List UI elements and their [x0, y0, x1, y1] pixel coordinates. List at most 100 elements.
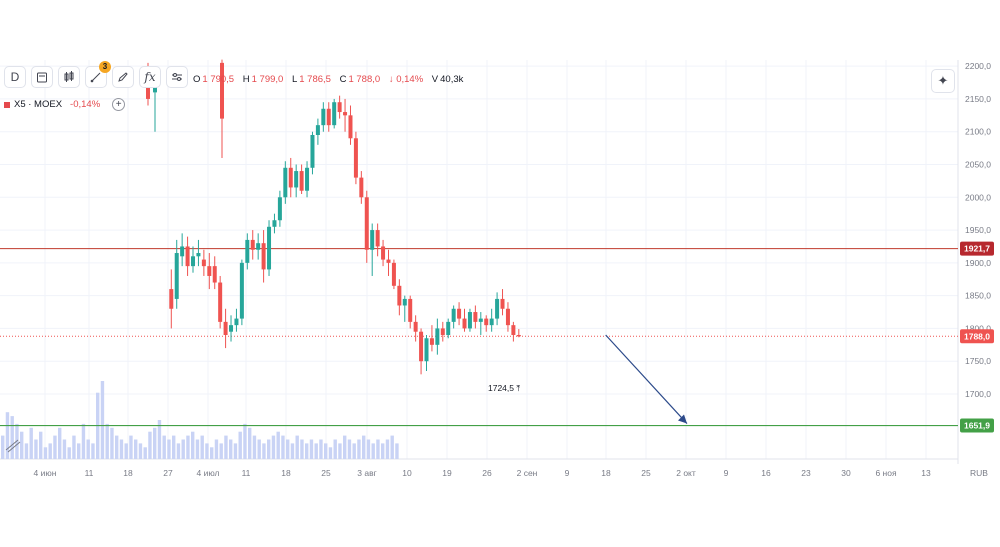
volume-bar: [262, 443, 266, 459]
candle-body: [364, 197, 369, 250]
candle-body: [256, 243, 261, 250]
x-tick-label: 2 окт: [676, 468, 696, 478]
x-tick-label: 27: [163, 468, 173, 478]
candle-body: [196, 253, 201, 257]
volume-bar: [385, 439, 390, 459]
x-tick-label: 9: [724, 468, 729, 478]
volume-bar: [390, 435, 394, 459]
symbol-legend[interactable]: X5 · MOEX -0,14% +: [4, 98, 126, 111]
volume-bar: [67, 447, 71, 459]
x-tick-label: 6 ноя: [875, 468, 897, 478]
volume-bar: [148, 431, 152, 459]
candle-body: [332, 102, 337, 126]
plus-icon: +: [115, 99, 122, 110]
settings-button[interactable]: [166, 66, 188, 88]
x-tick-label: 25: [321, 468, 331, 478]
indicators-button[interactable]: fx: [139, 66, 161, 88]
candle-body: [343, 112, 348, 116]
x-tick-label: 3 авг: [357, 468, 376, 478]
candle-body: [370, 230, 375, 250]
candle-body: [229, 325, 234, 332]
volume-bar: [186, 435, 190, 459]
volume-bar: [191, 431, 195, 459]
volume-bar: [39, 431, 43, 459]
x-tick-label: 4 июл: [197, 468, 220, 478]
volume-bar: [5, 412, 10, 459]
volume-bar: [395, 443, 399, 459]
symbol-name: X5 · MOEX: [14, 99, 63, 110]
candle-body: [505, 308, 510, 326]
x-tick-label: 13: [921, 468, 931, 478]
candle-body: [424, 338, 429, 362]
volume-bar: [381, 443, 385, 459]
close-value: 1 788,0: [348, 74, 381, 85]
volume-bar: [252, 435, 257, 459]
volume-bar: [338, 443, 342, 459]
x-tick-label: 19: [442, 468, 452, 478]
volume-bar: [328, 447, 333, 459]
volume-bar: [243, 423, 247, 459]
candles: [146, 59, 521, 375]
candle-body: [191, 256, 196, 267]
volume-bar: [24, 443, 29, 459]
x-tick-label: 11: [85, 468, 94, 478]
add-symbol-button[interactable]: +: [112, 98, 126, 111]
open-value: 1 790,5: [202, 74, 235, 85]
candle-body: [489, 318, 494, 326]
volume-bar: [58, 427, 62, 459]
chart-grid: [0, 60, 959, 464]
drawings-button[interactable]: 3: [85, 61, 111, 88]
candle-body: [180, 246, 185, 257]
volume-bar: [314, 443, 318, 459]
volume-bar: [172, 435, 176, 459]
calendar-button[interactable]: [31, 66, 53, 88]
x-tick-label: 11: [242, 468, 251, 478]
x-tick-label: 2 сен: [517, 468, 538, 478]
volume-bar: [134, 439, 138, 459]
candle-body: [250, 239, 255, 250]
volume-bar: [267, 439, 271, 459]
volume-bar: [347, 439, 352, 459]
candle-body: [381, 246, 386, 260]
volume-bar: [62, 439, 67, 459]
x-tick-label: 25: [641, 468, 651, 478]
x-tick-label: 9: [565, 468, 570, 478]
x-tick-label: 18: [601, 468, 611, 478]
candle-body: [299, 171, 304, 191]
target-price-label: 1651,9: [964, 421, 990, 431]
volume-bar: [77, 443, 81, 459]
pen-button[interactable]: [112, 66, 134, 88]
resistance-price-label: 1921,7: [964, 244, 990, 254]
x-tick-label: 16: [761, 468, 771, 478]
candle-body: [261, 243, 266, 270]
volume-bar: [224, 435, 228, 459]
arrow-head: [678, 414, 687, 424]
chart-type-button[interactable]: [58, 66, 80, 88]
candle-body: [288, 167, 293, 188]
y-tick-label: 2000,0: [965, 192, 991, 202]
volume-bar: [100, 381, 105, 459]
volume-bar: [238, 431, 242, 459]
candle-body: [245, 239, 250, 263]
series-color-swatch: [4, 101, 10, 108]
x-tick-label: 26: [482, 468, 492, 478]
volume-bar: [366, 439, 371, 459]
volume-bar: [300, 439, 304, 459]
volume-bar: [48, 443, 52, 459]
candle-body: [283, 167, 288, 198]
candle-body: [408, 298, 413, 322]
candle-body: [386, 259, 391, 263]
ai-assistant-button[interactable]: ✦: [931, 69, 955, 93]
candle-body: [326, 108, 331, 126]
volume-bar: [195, 439, 200, 459]
volume-bar: [324, 443, 328, 459]
x-axis: 4 июн 11 18 27 4 июл 11 18 25 3 авг 10 19 26 2 сен 9 1…: [34, 468, 931, 478]
candle-body: [375, 230, 380, 247]
last-price-label: 1788,0: [964, 331, 990, 341]
volume-bar: [376, 439, 380, 459]
volume-bar: [343, 435, 347, 459]
interval-button[interactable]: D: [4, 66, 26, 88]
y-axis: 1700,0 1750,0 1800,0 1850,0 1900,0 1950,0 2000…: [965, 61, 991, 478]
